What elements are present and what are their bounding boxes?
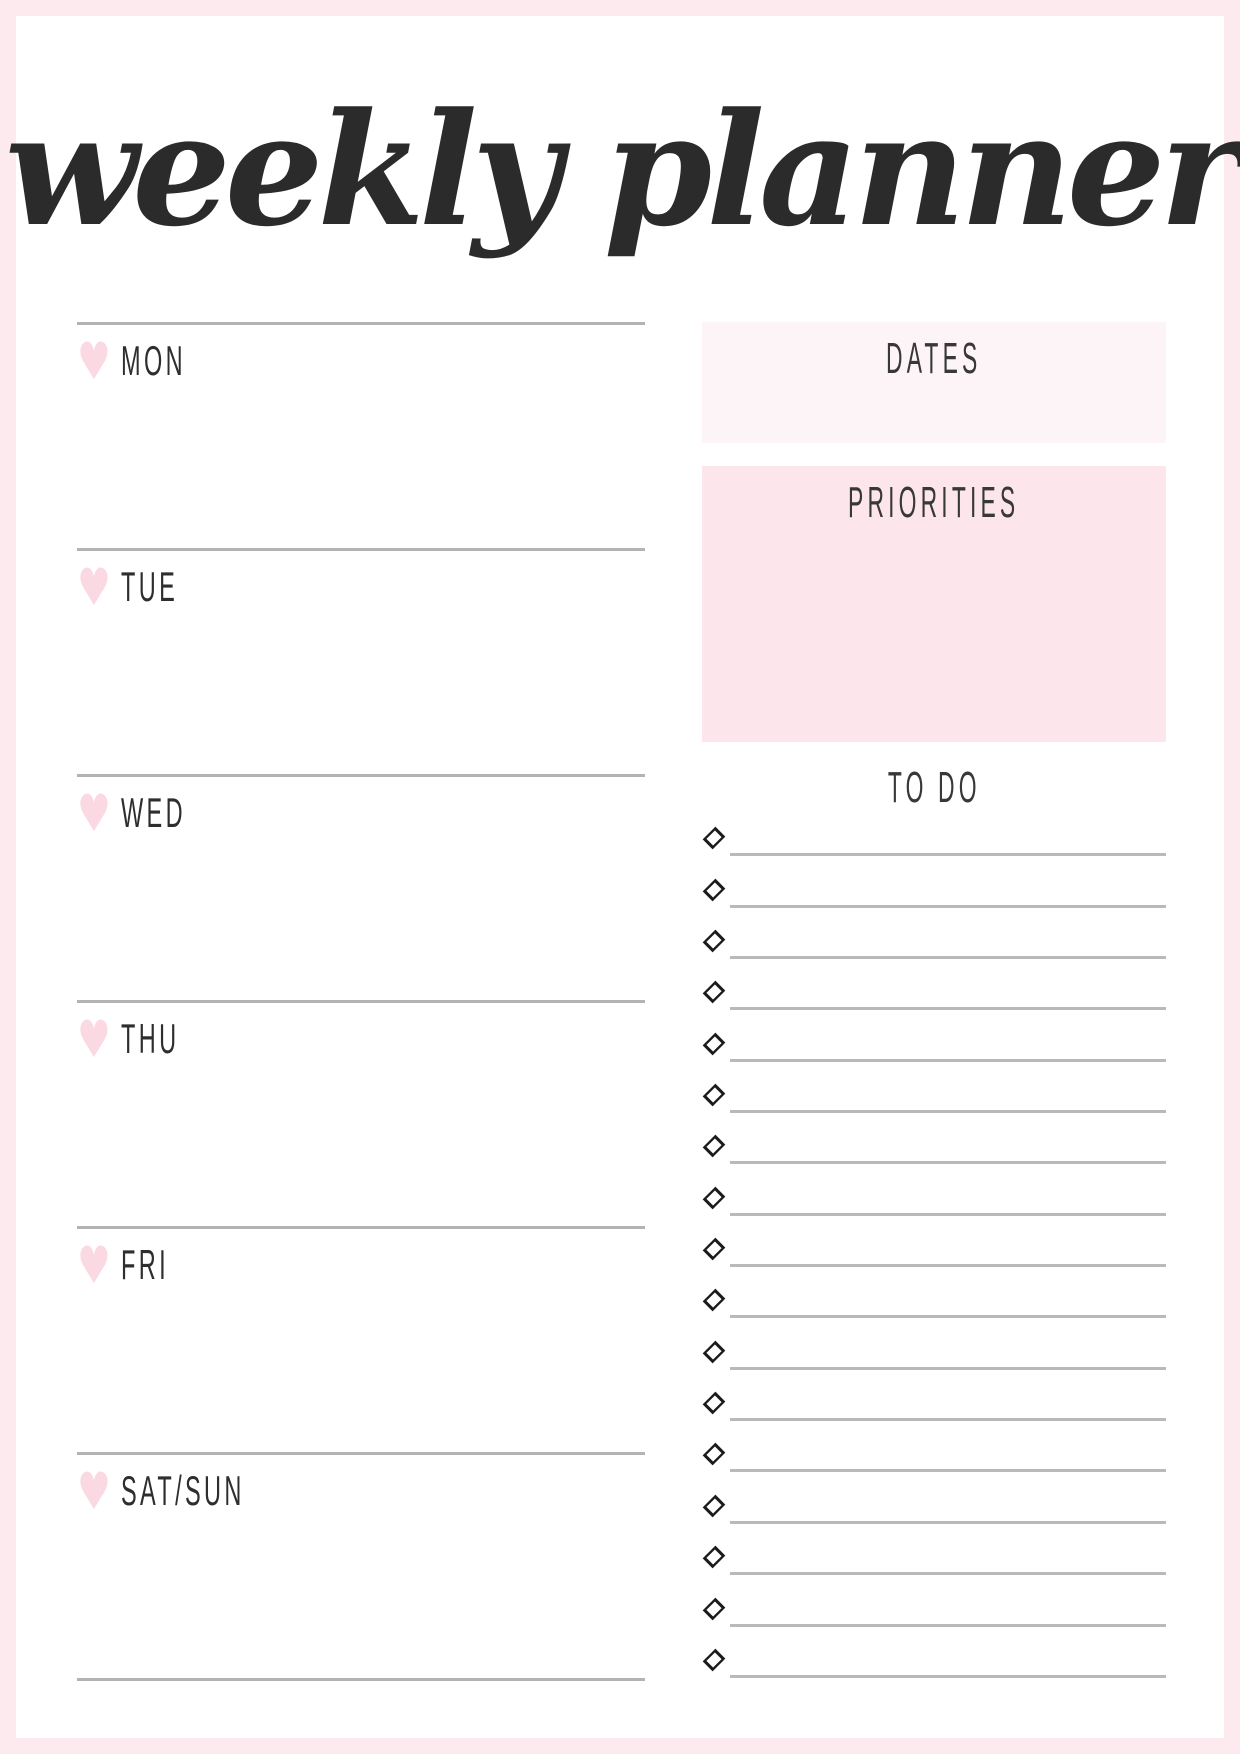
diamond-bullet-icon: [702, 1237, 726, 1261]
day-divider-line: [77, 322, 645, 325]
day-divider-line: [77, 548, 645, 551]
todo-write-in-line: [730, 1161, 1166, 1165]
day-section: ♥ SAT/SUN: [77, 1452, 645, 1517]
diamond-bullet-icon: [702, 1032, 726, 1056]
day-row: ♥ SAT/SUN: [77, 1465, 645, 1517]
diamond-bullet-icon: [702, 981, 726, 1004]
todo-title: TO DO: [702, 766, 1166, 810]
todo-write-in-line: [730, 1264, 1166, 1268]
dates-label: DATES: [886, 334, 982, 383]
todo-write-in-line: [730, 1315, 1166, 1319]
todo-write-in-line: [730, 1572, 1166, 1576]
day-section: ♥ MON: [77, 322, 645, 387]
diamond-bullet-icon: [702, 1340, 726, 1364]
todo-write-in-line: [730, 956, 1166, 960]
heart-icon: ♥: [77, 556, 111, 618]
todo-row: [702, 1164, 1166, 1216]
diamond-bullet-icon: [702, 1648, 726, 1672]
todo-title-label: TO DO: [887, 763, 981, 812]
priorities-label: PRIORITIES: [848, 478, 1020, 527]
diamond-bullet-icon: [702, 878, 726, 902]
day-row: ♥ TUE: [77, 561, 645, 613]
day-label: TUE: [121, 563, 179, 610]
todo-row: [702, 1370, 1166, 1422]
day-divider-line: [77, 1000, 645, 1003]
day-label: THU: [121, 1015, 180, 1062]
todo-row: [702, 1472, 1166, 1524]
todo-write-in-line: [730, 1058, 1166, 1062]
todo-row: [702, 1113, 1166, 1165]
todo-row: [702, 1575, 1166, 1627]
todo-row: [702, 1010, 1166, 1062]
day-column-bottom-line: [77, 1678, 645, 1681]
todo-row: [702, 1267, 1166, 1319]
day-row: ♥ MON: [77, 335, 645, 387]
todo-write-in-line: [730, 904, 1166, 908]
todo-write-in-line: [730, 1366, 1166, 1370]
diamond-bullet-icon: [702, 1597, 726, 1620]
diamond-bullet-icon: [702, 929, 726, 953]
day-divider-line: [77, 1452, 645, 1455]
todo-write-in-line: [730, 1418, 1166, 1422]
page-title: weekly planner: [4, 78, 1240, 261]
diamond-bullet-icon: [702, 1545, 726, 1569]
todo-row: [702, 1062, 1166, 1114]
todo-row: [702, 908, 1166, 960]
todo-write-in-line: [730, 1469, 1166, 1473]
todo-row: [702, 959, 1166, 1011]
diamond-bullet-icon: [702, 1083, 726, 1107]
todo-write-in-line: [730, 1674, 1166, 1678]
priorities-box: PRIORITIES: [702, 466, 1166, 742]
todo-write-in-line: [730, 1007, 1166, 1011]
day-row: ♥ WED: [77, 787, 645, 839]
todo-row: [702, 1421, 1166, 1473]
todo-write-in-line: [730, 1520, 1166, 1524]
diamond-bullet-icon: [702, 1494, 726, 1518]
day-label: MON: [121, 337, 186, 384]
day-divider-line: [77, 774, 645, 777]
day-section: ♥ TUE: [77, 548, 645, 613]
day-label: WED: [121, 789, 186, 836]
day-label: SAT/SUN: [121, 1467, 245, 1514]
diamond-bullet-icon: [702, 1443, 726, 1466]
day-divider-line: [77, 1226, 645, 1229]
day-row: ♥ THU: [77, 1013, 645, 1065]
todo-row: [702, 1627, 1166, 1678]
day-section: ♥ WED: [77, 774, 645, 839]
heart-icon: ♥: [77, 330, 111, 392]
diamond-bullet-icon: [702, 1391, 726, 1415]
dates-box: DATES: [702, 322, 1166, 443]
todo-list: [702, 805, 1166, 1678]
day-section: ♥ THU: [77, 1000, 645, 1065]
heart-icon: ♥: [77, 782, 111, 844]
todo-write-in-line: [730, 1212, 1166, 1216]
todo-row: [702, 1524, 1166, 1576]
todo-write-in-line: [730, 1623, 1166, 1627]
diamond-bullet-icon: [702, 827, 726, 850]
todo-write-in-line: [730, 1110, 1166, 1114]
heart-icon: ♥: [77, 1234, 111, 1296]
todo-row: [702, 1318, 1166, 1370]
diamond-bullet-icon: [702, 1289, 726, 1312]
day-label: FRI: [121, 1241, 169, 1288]
diamond-bullet-icon: [702, 1135, 726, 1158]
heart-icon: ♥: [77, 1008, 111, 1070]
heart-icon: ♥: [77, 1460, 111, 1522]
todo-row: [702, 856, 1166, 908]
day-row: ♥ FRI: [77, 1239, 645, 1291]
todo-row: [702, 805, 1166, 857]
diamond-bullet-icon: [702, 1186, 726, 1210]
day-section: ♥ FRI: [77, 1226, 645, 1291]
todo-write-in-line: [730, 853, 1166, 857]
todo-row: [702, 1216, 1166, 1268]
